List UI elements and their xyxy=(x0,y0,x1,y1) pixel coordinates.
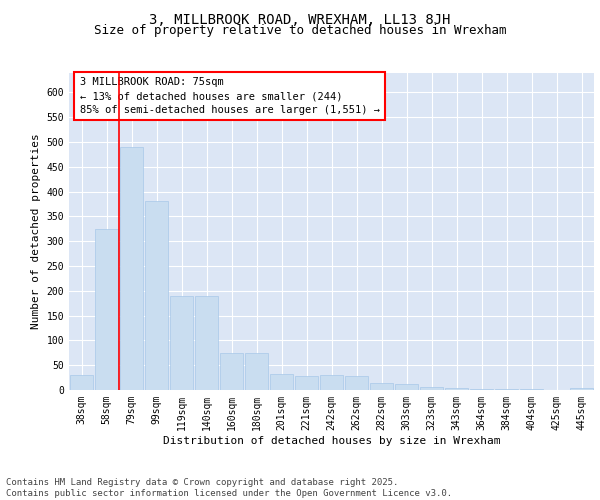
Bar xyxy=(470,388,493,390)
Bar xyxy=(295,376,319,390)
X-axis label: Distribution of detached houses by size in Wrexham: Distribution of detached houses by size … xyxy=(163,436,500,446)
Bar xyxy=(569,388,593,390)
Bar xyxy=(320,375,343,390)
Bar xyxy=(245,353,268,390)
Bar xyxy=(170,296,193,390)
Bar xyxy=(520,389,544,390)
Bar xyxy=(419,386,443,390)
Y-axis label: Number of detached properties: Number of detached properties xyxy=(31,134,41,329)
Bar xyxy=(370,383,394,390)
Bar xyxy=(145,202,169,390)
Text: Contains HM Land Registry data © Crown copyright and database right 2025.
Contai: Contains HM Land Registry data © Crown c… xyxy=(6,478,452,498)
Bar xyxy=(220,353,244,390)
Bar xyxy=(95,229,118,390)
Bar xyxy=(70,375,94,390)
Bar xyxy=(494,389,518,390)
Bar xyxy=(395,384,418,390)
Bar xyxy=(269,374,293,390)
Text: 3 MILLBROOK ROAD: 75sqm
← 13% of detached houses are smaller (244)
85% of semi-d: 3 MILLBROOK ROAD: 75sqm ← 13% of detache… xyxy=(79,78,380,116)
Bar xyxy=(119,147,143,390)
Bar xyxy=(344,376,368,390)
Bar xyxy=(194,296,218,390)
Bar xyxy=(445,388,469,390)
Text: 3, MILLBROOK ROAD, WREXHAM, LL13 8JH: 3, MILLBROOK ROAD, WREXHAM, LL13 8JH xyxy=(149,12,451,26)
Text: Size of property relative to detached houses in Wrexham: Size of property relative to detached ho… xyxy=(94,24,506,37)
